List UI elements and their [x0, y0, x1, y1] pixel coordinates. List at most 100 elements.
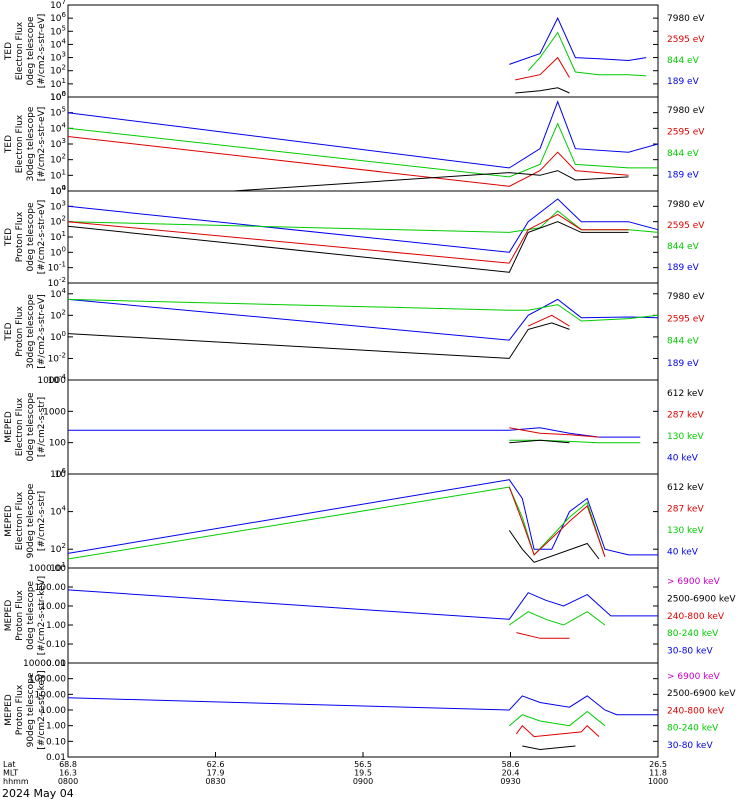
panel-3-ylabel: TED Proton Flux 0deg telescope [#/cm2-s-str… [4, 200, 47, 275]
panel-3-ylabel-line: Proton Flux [15, 211, 25, 262]
x-axis-tick-label: 16.3 [59, 769, 77, 778]
panel-6-ytick-label: 102 [50, 542, 66, 555]
panel-1-legend-item: 189 eV [667, 77, 700, 87]
panel-5-legend-item: 40 keV [667, 454, 699, 464]
panel-5-ylabel-line: [#/cm2-s-str] [37, 397, 47, 457]
x-axis-tick-label: 19.5 [354, 769, 372, 778]
panel-8-ylabel-line: MEPED [4, 694, 14, 726]
panel-7-ylabel-line: MEPED [4, 600, 14, 632]
panel-7-ytick-label: 10.00 [40, 602, 66, 612]
panel-2-ytick-label: 103 [50, 137, 66, 150]
panel-4-series-7980-eV [67, 322, 570, 359]
panel-3-ytick-label: 102 [50, 215, 66, 228]
panel-8-ytick-label: 0.10 [46, 737, 66, 747]
x-axis-tick-label: 62.6 [207, 760, 225, 769]
x-axis-tick-label: 11.8 [649, 769, 667, 778]
panel-3-ytick-label: 10-2 [48, 276, 66, 289]
panel-2-ylabel: TED Electron Flux 30deg telescope [#/cm2-s-… [4, 106, 47, 181]
panel-3-ytick-label: 103 [50, 199, 66, 212]
x-axis-tick-label: 26.5 [649, 760, 667, 769]
panel-2-series-7980-eV [233, 170, 629, 192]
panel-7-series-240-800-keV [516, 632, 570, 639]
panel-4-series-189-eV [67, 298, 659, 341]
panel-6-legend-item: 287 keV [667, 505, 704, 515]
panel-3-series-7980-eV [67, 221, 629, 273]
panel-5-legend-item: 130 keV [667, 432, 704, 442]
x-axis-tick-label: 17.9 [207, 769, 225, 778]
panel-7-legend-item: 80-240 keV [667, 629, 719, 639]
panel-7-ylabel: MEPED Proton Flux 0deg telescope [#/cm2-s-s… [4, 576, 47, 655]
panel-3-ytick-label: 101 [50, 230, 66, 243]
panel-7-legend-item: 2500-6900 keV [667, 594, 736, 604]
panel-2-series-2595-eV [67, 136, 629, 187]
panel-3-legend-item: 844 eV [667, 242, 700, 252]
panel-6-ylabel-line: MEPED [4, 505, 14, 537]
panel-4-ytick-label: 10-4 [48, 373, 67, 386]
panel-5-ytick-label: 100 [49, 439, 66, 449]
panel-8-legend-item: > 6900 keV [667, 672, 721, 682]
panel-4-frame [67, 282, 659, 381]
panel-8-ytick-label: 1.00 [46, 722, 66, 732]
panel-7-ytick-label: 1000.00 [29, 564, 66, 574]
panel-5-ylabel-line: Electron Flux [15, 397, 25, 456]
panel-1-ylabel-line: 0deg telescope [26, 16, 36, 86]
panel-4-ytick-label: 100 [50, 330, 66, 343]
panel-8-ytick-label: 10000.00 [23, 659, 66, 669]
panel-4-ylabel: TED Proton Flux 30deg telescope [#/cm2-s-st… [4, 294, 47, 369]
panel-1-ylabel: TED Electron Flux 0deg telescope [#/cm2-s-s… [4, 14, 47, 89]
panel-7-legend-item: 30-80 keV [667, 647, 713, 657]
panel-4-legend-item: 2595 eV [667, 314, 705, 324]
panel-3-series-2595-eV [67, 213, 629, 264]
panel-8-ytick-label: 0.01 [46, 753, 66, 763]
panel-8-legend-item: 2500-6900 keV [667, 689, 736, 699]
panel-8-series-240-800-keV [515, 724, 600, 738]
panel-2-legend-item: 189 eV [667, 171, 700, 181]
panel-8-ytick-label: 1000.00 [29, 675, 66, 685]
panel-5-series-130-keV [509, 439, 641, 444]
panel-4-series-844-eV [67, 298, 659, 322]
panel-8-legend-item: 30-80 keV [667, 741, 713, 751]
panel-1-ylabel-line: [#/cm2-s-str-eV] [37, 14, 47, 89]
panel-3-legend-item: 189 eV [667, 263, 700, 273]
panel-1-ytick-label: 104 [50, 37, 66, 50]
panel-7-ytick-label: 0.10 [46, 640, 66, 650]
panel-7-series-30-80-keV [67, 589, 658, 620]
x-axis-tick-label: 0830 [205, 777, 225, 786]
panel-1-ytick-label: 103 [50, 51, 66, 64]
panel-5-series-287-keV [509, 427, 600, 438]
x-axis-tick-label: 0800 [58, 777, 78, 786]
panel-6-legend-item: 130 keV [667, 526, 704, 536]
x-axis-tick-label: 0930 [500, 777, 520, 786]
panel-6-ylabel-line: [#/cm2-s-str] [37, 491, 47, 551]
panel-6-ytick-label: 106 [50, 467, 66, 480]
panel-1-series-189-eV [509, 16, 647, 65]
panel-2-ylabel-line: [#/cm2-s-str-eV] [37, 107, 47, 182]
panel-3-legend-item: 7980 eV [667, 200, 705, 210]
panel-3-ytick-label: 100 [50, 245, 66, 258]
x-axis-row-label: Lat [3, 760, 16, 769]
x-axis-date: 2024 May 04 [2, 787, 74, 800]
panel-1-ylabel-line: TED [4, 42, 14, 61]
x-axis-tick-label: 56.5 [354, 760, 372, 769]
panel-7-ytick-label: 100.00 [35, 583, 67, 593]
panel-1-ytick-label: 100 [50, 90, 66, 103]
panel-3-ytick-label: 10-1 [48, 261, 66, 274]
panel-5-series-612-keV [509, 439, 570, 444]
panel-2-ytick-label: 101 [50, 168, 66, 181]
panel-4-series-2595-eV [527, 314, 570, 327]
panel-6-ylabel-line: 90deg telescope [26, 483, 36, 558]
panel-1-ytick-label: 107 [50, 0, 66, 11]
panel-2-legend-item: 2595 eV [667, 128, 705, 138]
panel-1-legend-item: 7980 eV [667, 14, 705, 24]
panel-7-ytick-label: 0.01 [46, 659, 66, 669]
panel-5-ytick-label: 10 [55, 470, 67, 480]
x-axis-tick-label: 68.8 [59, 760, 77, 769]
panel-1-ytick-label: 106 [50, 11, 66, 24]
x-axis-tick-label: 20.4 [502, 769, 520, 778]
panel-3-ylabel-line: 0deg telescope [26, 202, 36, 272]
panel-3-legend-item: 2595 eV [667, 221, 705, 231]
panel-2-ytick-label: 100 [50, 184, 66, 197]
panel-2-ytick-label: 105 [50, 106, 66, 119]
panel-6-series-130-keV [67, 486, 606, 560]
panel-1-series-7980-eV [515, 87, 570, 94]
